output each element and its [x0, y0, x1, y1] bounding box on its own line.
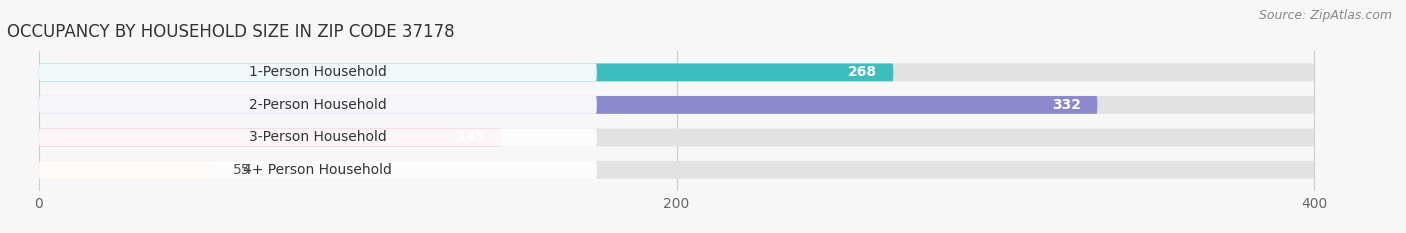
- Text: 268: 268: [848, 65, 877, 79]
- FancyBboxPatch shape: [39, 63, 596, 81]
- FancyBboxPatch shape: [39, 161, 214, 179]
- Text: 55: 55: [233, 163, 250, 177]
- FancyBboxPatch shape: [39, 161, 1315, 179]
- Text: 4+ Person Household: 4+ Person Household: [243, 163, 392, 177]
- Text: 145: 145: [456, 130, 485, 144]
- FancyBboxPatch shape: [39, 96, 596, 114]
- Text: 3-Person Household: 3-Person Household: [249, 130, 387, 144]
- FancyBboxPatch shape: [39, 63, 1315, 81]
- Text: 1-Person Household: 1-Person Household: [249, 65, 387, 79]
- Text: OCCUPANCY BY HOUSEHOLD SIZE IN ZIP CODE 37178: OCCUPANCY BY HOUSEHOLD SIZE IN ZIP CODE …: [7, 23, 454, 41]
- Text: Source: ZipAtlas.com: Source: ZipAtlas.com: [1258, 9, 1392, 22]
- FancyBboxPatch shape: [39, 63, 893, 81]
- Text: 2-Person Household: 2-Person Household: [249, 98, 387, 112]
- FancyBboxPatch shape: [39, 128, 501, 146]
- FancyBboxPatch shape: [39, 96, 1097, 114]
- FancyBboxPatch shape: [39, 161, 596, 179]
- FancyBboxPatch shape: [39, 128, 1315, 146]
- Text: 332: 332: [1053, 98, 1081, 112]
- FancyBboxPatch shape: [39, 96, 1315, 114]
- FancyBboxPatch shape: [39, 128, 596, 146]
